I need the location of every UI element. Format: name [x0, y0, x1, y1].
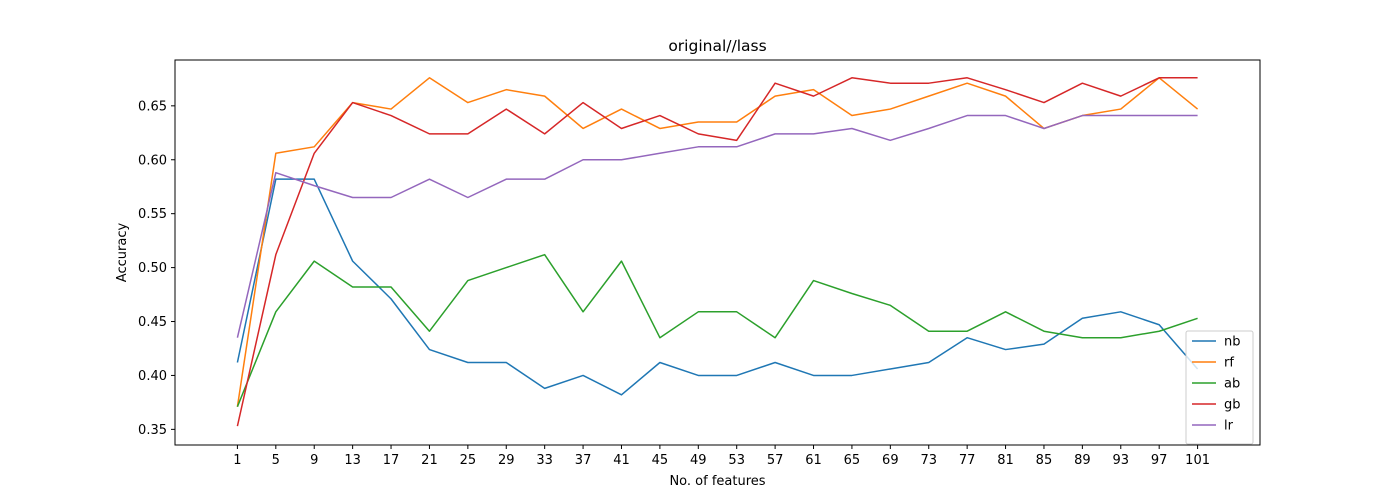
x-tick-label-65: 65	[844, 453, 861, 468]
series-layer	[236, 77, 1199, 427]
legend-label-lr: lr	[1224, 419, 1234, 434]
x-tick-label-53: 53	[728, 453, 745, 468]
x-tick-label-17: 17	[383, 453, 400, 468]
x-tick-label-41: 41	[613, 453, 630, 468]
x-tick-label-81: 81	[997, 453, 1014, 468]
legend-label-rf: rf	[1224, 356, 1234, 371]
y-tick-label-0.50: 0.50	[138, 261, 167, 276]
x-axis-title: No. of features	[669, 474, 765, 489]
x-tick-label-97: 97	[1151, 453, 1168, 468]
plot-frame	[174, 59, 1261, 446]
y-axis: 0.35 0.40 0.45 0.50 0.55 0.60 0.65	[138, 99, 175, 438]
y-tick-label-0.55: 0.55	[138, 207, 167, 222]
x-tick-label-9: 9	[310, 453, 318, 468]
x-tick-label-37: 37	[575, 453, 592, 468]
legend-label-nb: nb	[1224, 335, 1241, 350]
x-tick-label-49: 49	[690, 453, 707, 468]
x-tick-label-85: 85	[1036, 453, 1053, 468]
y-axis-title: Accuracy	[115, 223, 130, 283]
y-tick-label-0.60: 0.60	[138, 153, 167, 168]
x-tick-label-1: 1	[233, 453, 241, 468]
series-line-rf	[236, 77, 1199, 407]
x-tick-label-33: 33	[536, 453, 553, 468]
x-tick-label-101: 101	[1185, 453, 1210, 468]
x-tick-label-93: 93	[1113, 453, 1130, 468]
x-tick-label-89: 89	[1074, 453, 1091, 468]
y-tick-label-0.65: 0.65	[138, 99, 167, 114]
x-tick-label-57: 57	[767, 453, 784, 468]
chart-title: original//lass	[668, 37, 766, 55]
legend: nb rf ab gb lr	[1185, 330, 1254, 445]
x-tick-label-73: 73	[920, 453, 937, 468]
x-tick-label-25: 25	[460, 453, 477, 468]
x-tick-label-21: 21	[421, 453, 438, 468]
series-line-lr	[236, 114, 1198, 338]
series-line-ab	[236, 253, 1198, 408]
y-tick-label-0.40: 0.40	[138, 369, 167, 384]
x-axis: 1 5 9 13 17 21 25 29 33 37 41 45 49 53 57 61 65 69 73 77 81 8…	[233, 445, 1210, 468]
legend-items: nb rf ab gb lr	[1192, 335, 1241, 434]
legend-label-ab: ab	[1224, 377, 1240, 392]
y-tick-label-0.45: 0.45	[138, 315, 167, 330]
legend-label-gb: gb	[1224, 398, 1241, 413]
legend-box	[1185, 330, 1254, 445]
y-tick-label-0.35: 0.35	[138, 423, 167, 438]
series-line-gb	[236, 77, 1198, 427]
x-tick-label-29: 29	[498, 453, 515, 468]
x-tick-label-69: 69	[882, 453, 899, 468]
x-tick-label-5: 5	[272, 453, 280, 468]
x-tick-label-45: 45	[652, 453, 669, 468]
x-tick-label-77: 77	[959, 453, 976, 468]
x-tick-label-61: 61	[805, 453, 822, 468]
x-tick-label-13: 13	[344, 453, 361, 468]
series-line-nb	[236, 178, 1199, 396]
